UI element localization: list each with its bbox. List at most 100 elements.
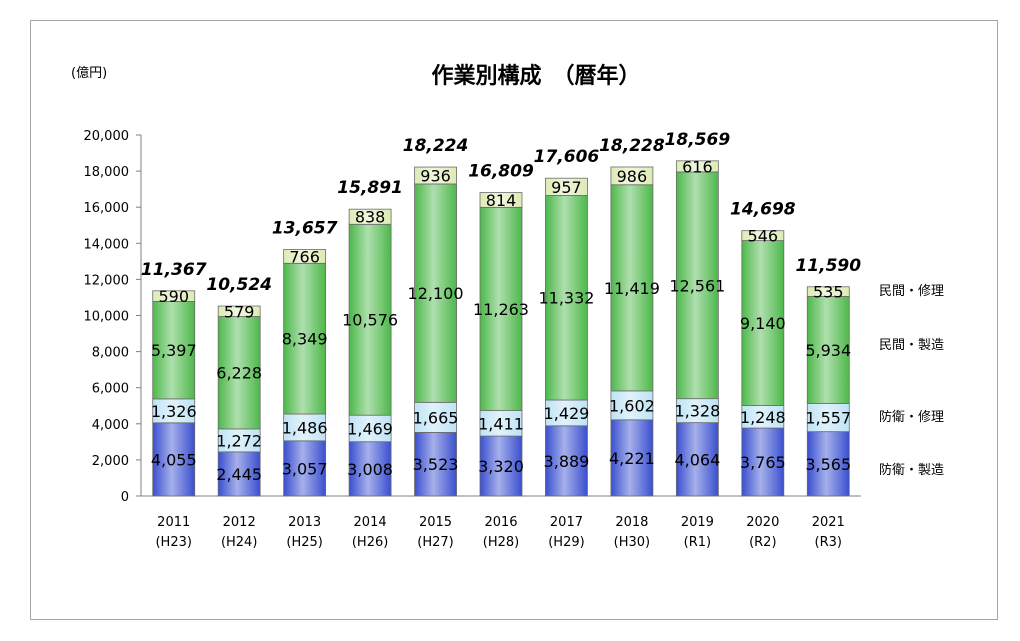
legend-label: 民間・製造 <box>879 338 944 353</box>
x-tick-label: 2012 <box>223 515 256 530</box>
x-tick-label: 2020 <box>746 515 779 530</box>
segment-value-label: 1,602 <box>609 396 655 415</box>
stacked-bar-chart: 作業別構成 （暦年） (億円) 0 2,000 4,000 6,000 8,000 10,… <box>71 63 944 550</box>
bars <box>152 160 850 497</box>
x-tick-sublabel: (H29) <box>548 535 584 550</box>
bar-segment <box>675 171 719 400</box>
segment-value-label: 535 <box>813 283 844 302</box>
segment-value-label: 12,561 <box>669 276 725 295</box>
y-tick-label: 18,000 <box>84 165 130 180</box>
bar-segment <box>283 249 327 264</box>
segment-value-label: 2,445 <box>216 465 262 484</box>
bar-segment <box>348 208 392 225</box>
segment-value-label: 6,228 <box>216 364 262 383</box>
bar-segment <box>806 403 850 433</box>
segment-value-label: 8,349 <box>282 330 328 349</box>
segment-value-label: 4,055 <box>151 450 197 469</box>
segment-value-label: 936 <box>420 167 451 186</box>
x-tick-label: 2019 <box>681 515 714 530</box>
segment-value-label: 10,576 <box>342 311 398 330</box>
segment-value-label: 1,469 <box>347 419 393 438</box>
bar-segment <box>348 414 392 443</box>
bar-segment <box>348 441 392 497</box>
x-tick-label: 2011 <box>157 515 190 530</box>
axes: 0 2,000 4,000 6,000 8,000 10,000 12,000 14,000 1… <box>84 129 861 550</box>
bar-segment <box>479 192 523 208</box>
segment-value-label: 1,248 <box>740 408 786 427</box>
chart-frame: 作業別構成 （暦年） (億円) 0 2,000 4,000 6,000 8,000 10,… <box>30 20 998 620</box>
bar-segment <box>152 301 196 400</box>
x-tick-label: 2021 <box>812 515 845 530</box>
x-tick-label: 2017 <box>550 515 583 530</box>
total-value-label: 10,524 <box>206 275 272 295</box>
segment-value-label: 1,486 <box>282 418 328 437</box>
bar-segment <box>152 290 196 302</box>
bar-segment <box>217 316 261 430</box>
total-value-label: 15,891 <box>337 178 403 198</box>
legend-label: 民間・修理 <box>879 284 944 299</box>
y-tick-label: 14,000 <box>84 237 130 252</box>
y-tick-label: 6,000 <box>92 382 129 397</box>
segment-value-label: 4,064 <box>674 450 720 469</box>
segment-value-label: 590 <box>158 287 189 306</box>
legend: 防衛・製造 防衛・修理 民間・製造 民間・修理 <box>879 284 944 478</box>
total-value-label: 18,224 <box>403 136 469 156</box>
x-tick-label: 2016 <box>484 515 517 530</box>
segment-value-label: 1,272 <box>216 431 262 450</box>
segment-value-label: 3,523 <box>413 455 459 474</box>
segment-value-label: 11,332 <box>538 289 594 308</box>
x-tick-sublabel: (H24) <box>221 535 257 550</box>
segment-value-label: 766 <box>289 247 320 266</box>
bar-segment <box>545 177 588 196</box>
y-unit-label: (億円) <box>71 65 107 81</box>
bar-segment <box>610 166 654 186</box>
bar-segment <box>545 399 588 427</box>
bar-segment <box>545 195 588 401</box>
segment-value-label: 986 <box>617 167 648 186</box>
y-tick-label: 8,000 <box>92 346 129 361</box>
segment-value-label: 3,765 <box>740 453 786 472</box>
x-tick-label: 2018 <box>615 515 648 530</box>
segment-value-label: 957 <box>551 178 582 197</box>
x-tick-sublabel: (H28) <box>483 535 519 550</box>
bar-segment <box>675 422 719 497</box>
total-value-label: 13,657 <box>272 218 338 238</box>
x-tick-label: 2013 <box>288 515 321 530</box>
data-labels: 4,055 1,326 5,397 590 11,367 2,445 1,272 6,228 5… <box>141 130 861 484</box>
segment-value-label: 3,057 <box>282 459 328 478</box>
segment-value-label: 11,419 <box>604 279 660 298</box>
x-tick-sublabel: (R2) <box>749 535 776 550</box>
total-value-label: 14,698 <box>730 200 796 220</box>
bar-segment <box>479 206 523 412</box>
x-tick-sublabel: (H27) <box>417 535 453 550</box>
bar-segment <box>741 240 785 406</box>
x-tick-sublabel: (H26) <box>352 535 388 550</box>
segment-value-label: 1,557 <box>805 409 851 428</box>
legend-label: 防衛・修理 <box>879 409 944 425</box>
bar-segment <box>675 160 719 173</box>
x-tick-sublabel: (H23) <box>155 535 191 550</box>
x-tick-label: 2015 <box>419 515 452 530</box>
x-tick-sublabel: (R3) <box>815 535 842 550</box>
segment-value-label: 546 <box>748 227 779 246</box>
segment-value-label: 3,320 <box>478 457 524 476</box>
segment-value-label: 1,429 <box>544 404 590 423</box>
total-value-label: 17,606 <box>534 147 600 167</box>
y-tick-label: 0 <box>121 490 129 505</box>
y-tick-label: 2,000 <box>92 454 129 469</box>
segment-value-label: 3,889 <box>544 452 590 471</box>
total-value-label: 18,569 <box>665 130 731 150</box>
segment-value-label: 1,411 <box>478 414 524 433</box>
segment-value-label: 1,665 <box>413 408 459 427</box>
bar-segment <box>217 451 261 497</box>
bar-segment <box>741 427 785 497</box>
segment-value-label: 12,100 <box>408 284 464 303</box>
segment-value-label: 3,565 <box>805 455 851 474</box>
segment-value-label: 616 <box>682 157 713 176</box>
y-tick-label: 16,000 <box>84 201 130 216</box>
total-value-label: 18,228 <box>599 136 665 156</box>
segment-value-label: 1,328 <box>674 402 720 421</box>
chart-title: 作業別構成 （暦年） <box>431 63 640 89</box>
segment-value-label: 579 <box>224 302 255 321</box>
y-tick-label: 12,000 <box>84 273 130 288</box>
